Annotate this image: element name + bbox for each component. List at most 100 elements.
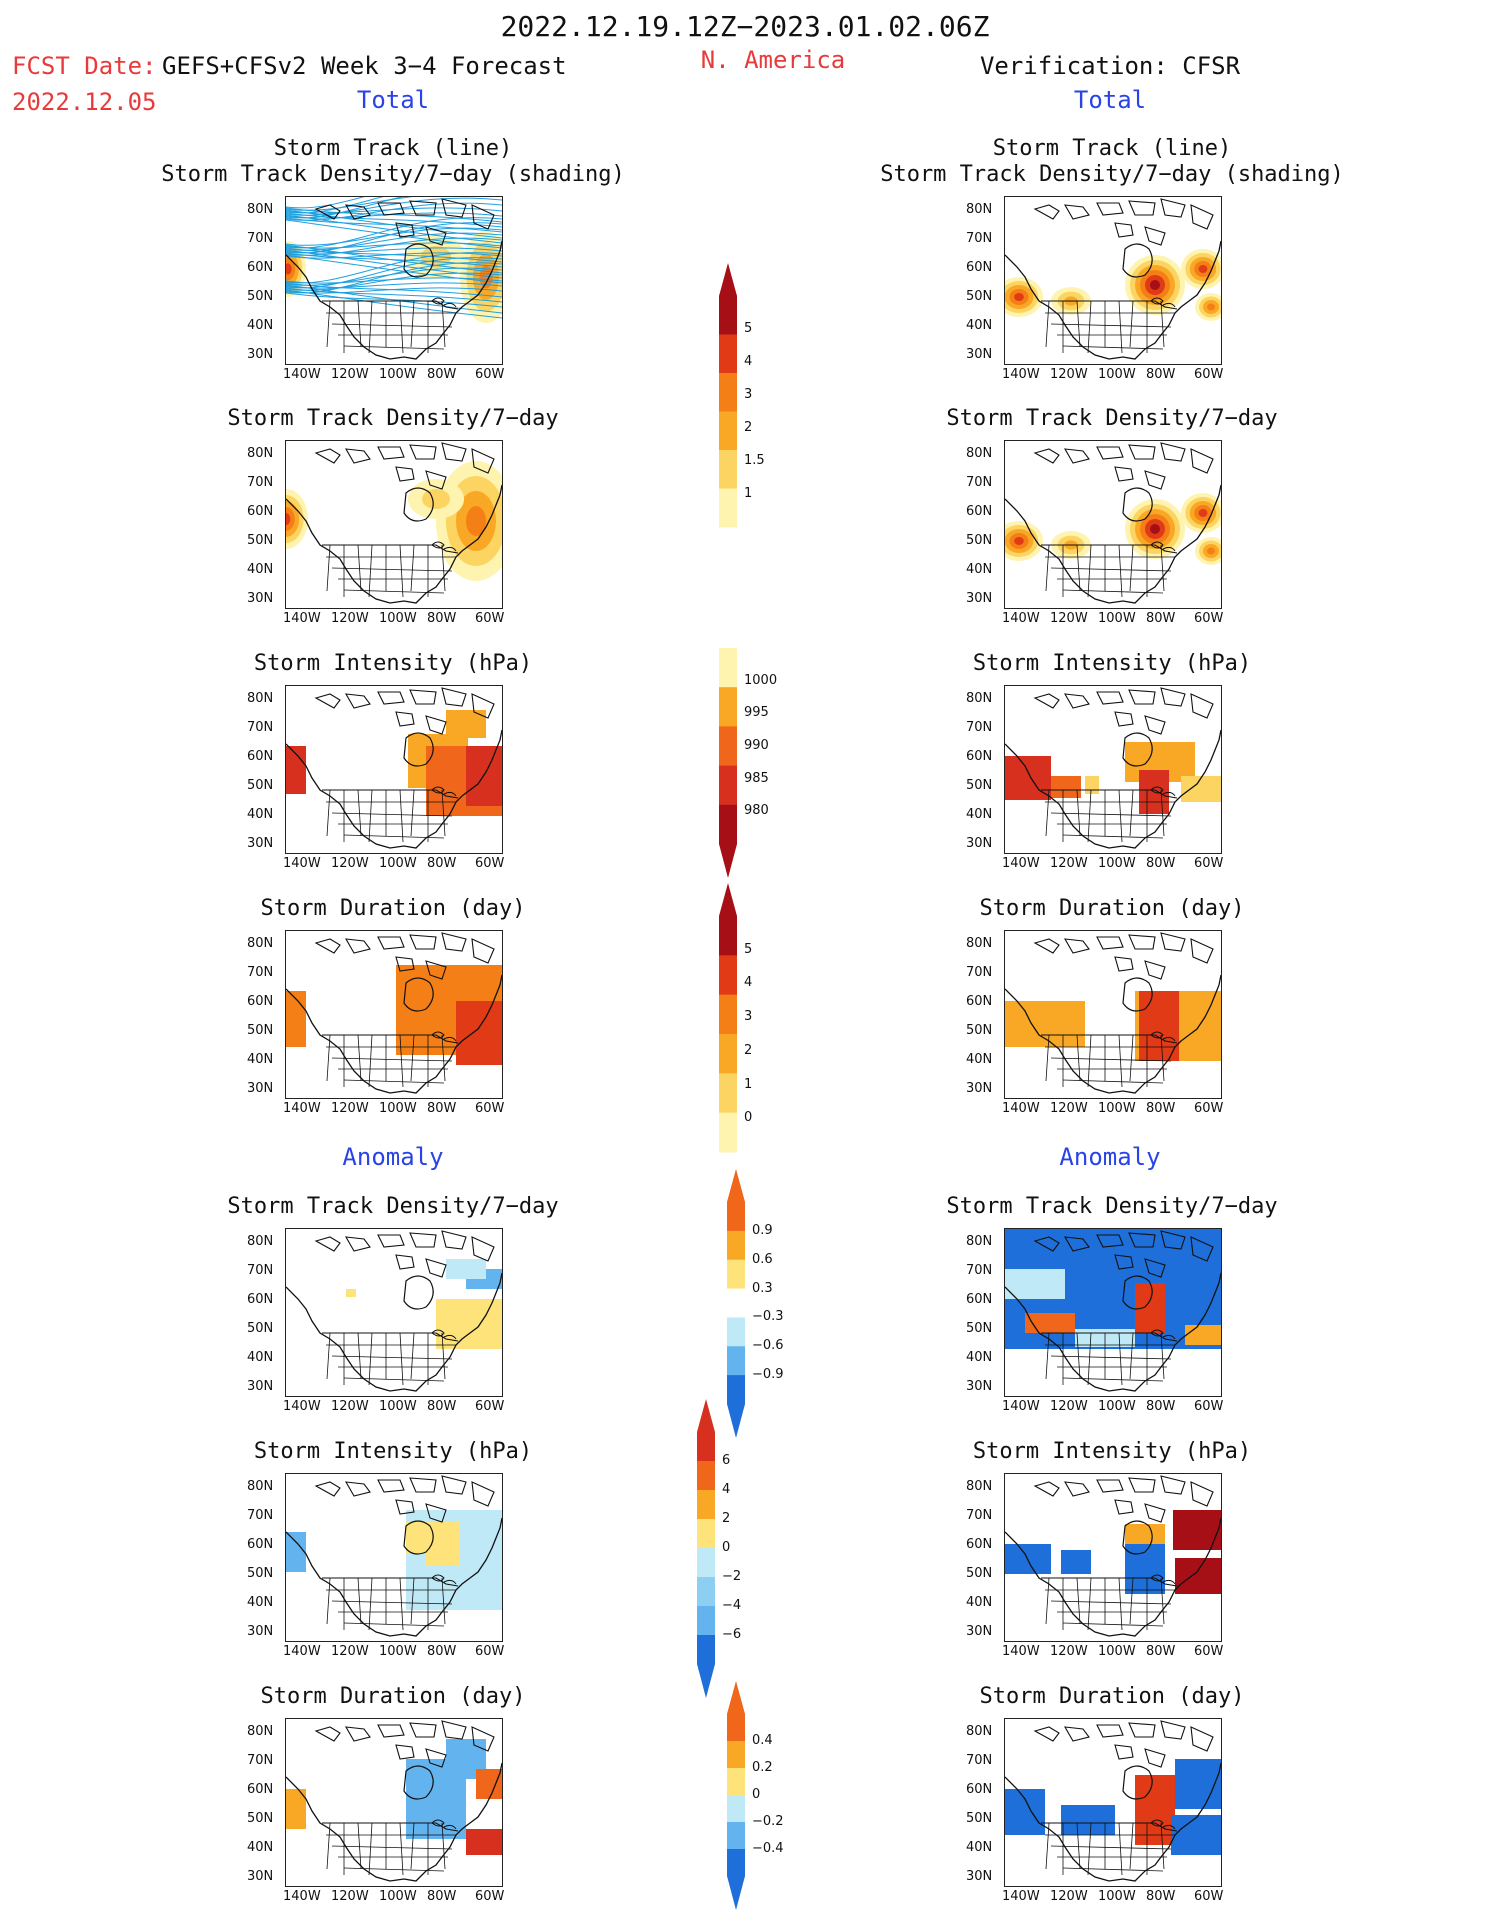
island-outline — [425, 1748, 447, 1768]
storm-track — [286, 257, 502, 289]
lat-tick-label: 50N — [247, 1566, 274, 1581]
island-outline — [314, 693, 341, 709]
colorbar-arrow-top — [727, 1169, 745, 1202]
island-outline — [1190, 204, 1214, 230]
lon-tick-label: 140W — [1002, 1399, 1040, 1414]
anomaly-label-right: Anomaly — [1059, 1143, 1161, 1171]
colorbar-segment — [697, 1548, 715, 1578]
state-border — [326, 1822, 331, 1870]
lon-tick-label: 100W — [1098, 1399, 1136, 1414]
state-border — [1062, 1079, 1164, 1084]
state-border — [1076, 1822, 1081, 1870]
coastline-layer — [1005, 1720, 1221, 1882]
island-outline — [471, 1481, 495, 1507]
lat-tick-label: 80N — [966, 1724, 993, 1739]
island-outline — [1114, 711, 1134, 727]
island-outline — [314, 448, 341, 464]
island-outline — [1096, 1724, 1124, 1738]
lat-tick-label: 30N — [966, 591, 993, 606]
storm-track-lines — [286, 197, 502, 319]
colorbar-segment — [697, 1519, 715, 1549]
fc-track-map — [285, 196, 503, 365]
state-border — [1129, 1034, 1134, 1082]
state-border — [1129, 1577, 1134, 1625]
colorbar-label: 2 — [722, 1511, 731, 1526]
lon-tick-label: 80W — [1146, 1644, 1176, 1659]
lat-tick-label: 60N — [966, 504, 993, 519]
state-border — [1050, 567, 1172, 572]
colorbar-segment — [697, 1461, 715, 1491]
state-border — [1118, 789, 1123, 843]
colorbar-segment — [727, 1317, 745, 1347]
island-outline — [1144, 1748, 1166, 1768]
island-outline — [1190, 938, 1214, 964]
island-outline — [1114, 1254, 1134, 1270]
lat-tick-label: 70N — [247, 965, 274, 980]
storm-track — [286, 197, 413, 211]
colorbar-segment — [719, 687, 737, 727]
state-border — [368, 1332, 373, 1386]
colorbar-segment — [727, 1259, 745, 1290]
island-outline — [395, 1744, 415, 1760]
coastline-layer — [286, 932, 502, 1094]
island-outline — [1096, 1479, 1124, 1493]
state-border — [410, 789, 415, 837]
lat-tick-label: 30N — [966, 1624, 993, 1639]
lat-tick-label: 40N — [966, 1350, 993, 1365]
lat-tick-label: 70N — [966, 1263, 993, 1278]
island-outline — [344, 448, 371, 464]
state-border — [1050, 323, 1172, 328]
island-outline — [441, 932, 467, 952]
colorbar-label: 3 — [744, 387, 753, 402]
coastline-layer — [286, 198, 502, 360]
colorbar-label: 3 — [744, 1009, 753, 1025]
state-border — [1062, 1867, 1164, 1872]
great-lakes — [1150, 541, 1176, 552]
lon-tick-label: 140W — [1002, 856, 1040, 871]
state-border — [1160, 300, 1165, 348]
state-border — [1050, 1845, 1172, 1850]
density-blob — [1150, 524, 1160, 534]
hudson-bay — [1122, 977, 1153, 1012]
lat-tick-label: 40N — [966, 1052, 993, 1067]
duration_anom-colorbar — [727, 1681, 745, 1910]
state-border — [441, 1822, 446, 1870]
lon-tick-label: 60W — [1194, 1101, 1224, 1116]
lat-tick-label: 80N — [966, 446, 993, 461]
lat-tick-label: 60N — [247, 1292, 274, 1307]
colorbar-segment — [719, 411, 737, 451]
colorbar-segment — [727, 1795, 745, 1823]
coastline-layer — [286, 1720, 502, 1882]
island-outline — [377, 1479, 405, 1493]
fc-intensity-title-0: Storm Intensity (hPa) — [253, 651, 533, 676]
duration_total-colorbar — [719, 883, 737, 1153]
great-lakes — [431, 786, 457, 797]
density-blob — [1198, 265, 1208, 273]
colorbar-label: 4 — [722, 1482, 731, 1497]
island-outline — [471, 693, 495, 719]
lon-tick-label: 100W — [1098, 367, 1136, 382]
state-border — [1062, 1377, 1164, 1382]
lat-tick-label: 50N — [247, 1811, 274, 1826]
coastline-layer — [286, 1230, 502, 1392]
island-outline — [409, 200, 437, 216]
hudson-bay — [403, 243, 434, 278]
colorbar-segment — [727, 1714, 745, 1742]
island-outline — [344, 1481, 371, 1497]
lat-tick-label: 80N — [247, 446, 274, 461]
state-border — [410, 300, 415, 348]
colorbar-label: 6 — [722, 1453, 731, 1468]
anomaly-cell — [1025, 1313, 1075, 1333]
colorbar-segment — [719, 765, 737, 806]
state-border — [368, 1577, 373, 1631]
state-border — [1045, 300, 1050, 348]
colorbar-label: 0 — [752, 1787, 761, 1802]
colorbar-segment — [719, 334, 737, 374]
intensity_total-colorbar-holder — [718, 648, 738, 880]
coastline — [286, 484, 502, 604]
lon-tick-label: 60W — [475, 1101, 505, 1116]
lat-tick-label: 30N — [247, 347, 274, 362]
island-outline — [1144, 1503, 1166, 1523]
state-border — [1076, 1577, 1081, 1625]
lon-tick-label: 80W — [427, 611, 457, 626]
